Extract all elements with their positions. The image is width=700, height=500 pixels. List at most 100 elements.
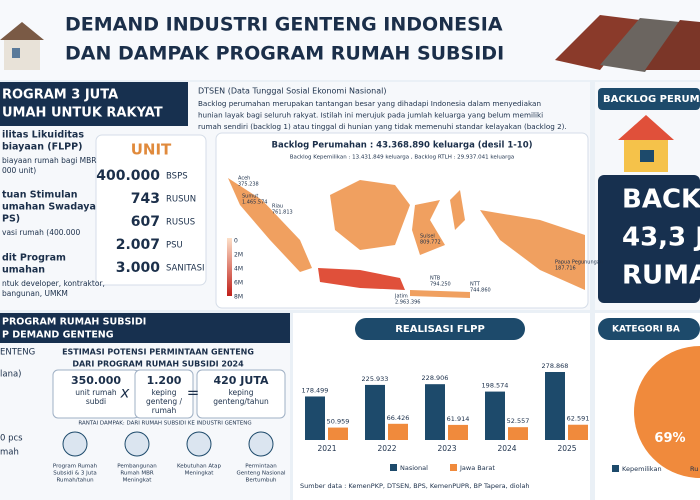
unit-value: 400.000 xyxy=(96,168,160,184)
source: Sumber data : KemenPKP, DTSEN, BPS, Keme… xyxy=(300,482,530,490)
estimate-box xyxy=(134,369,194,419)
region-value: 744.860 xyxy=(470,288,491,294)
backlog-big: 43,3 JU xyxy=(622,223,700,253)
chart-title: KATEGORI BA xyxy=(612,325,680,335)
house-image xyxy=(0,22,44,70)
region-value: 187.716 xyxy=(555,266,576,272)
side-text: lana) xyxy=(0,370,21,380)
chain-caption: Genteng Nasional xyxy=(236,471,285,477)
legend-swatch xyxy=(390,464,397,471)
unit-label: SANITASI xyxy=(166,264,204,274)
item-title: umahan Swadaya xyxy=(2,202,96,213)
dtsen-body: Backlog perumahan merupakan tantangan be… xyxy=(198,99,541,108)
value-label: 50.959 xyxy=(327,418,350,426)
region-name: NTT xyxy=(470,282,481,288)
bar xyxy=(328,427,348,440)
box-value: 420 JUTA xyxy=(214,374,269,387)
scale-label: 4M xyxy=(234,266,243,273)
pie-slice xyxy=(634,346,700,478)
box-caption: genteng/tahun xyxy=(213,397,269,406)
banner-text: UMAH UNTUK RAKYAT xyxy=(2,106,163,121)
region-value: 761.813 xyxy=(272,210,293,216)
value-label: 62.591 xyxy=(567,415,590,423)
x-tick-label: 2022 xyxy=(377,444,396,453)
region-value: 2.963.396 xyxy=(395,300,420,306)
bar xyxy=(545,372,565,440)
unit-label: RUSUS xyxy=(166,218,195,228)
unit-box xyxy=(95,134,207,286)
chain-title: RANTAI DAMPAK: DARI RUMAH SUBSIDI KE IND… xyxy=(78,421,251,427)
side-text: ENTENG xyxy=(0,348,35,358)
unit-value: 2.007 xyxy=(116,237,160,253)
region-value: 809.772 xyxy=(420,240,441,246)
estimate-title: ESTIMASI POTENSI PERMINTAAN GENTENG xyxy=(62,348,254,357)
value-label: 198.574 xyxy=(482,382,509,390)
scale-label: 6M xyxy=(234,280,243,287)
value-label: 61.914 xyxy=(447,415,470,423)
dtsen-body: hunian layak bagi seluruh rakyat. Istila… xyxy=(198,111,543,120)
category-header-bg xyxy=(598,318,700,340)
map-islands xyxy=(228,178,585,298)
chain-caption: Permintaan xyxy=(245,464,277,470)
subsidy-header: P DEMAND GENTENG xyxy=(2,330,114,341)
subsidy-header-bg xyxy=(0,313,290,343)
region-name: Riau xyxy=(272,204,283,210)
chain-caption: Rumah MBR xyxy=(120,471,154,477)
chain-icon xyxy=(62,431,88,457)
chain-icon xyxy=(124,431,150,457)
backlog-big: RUMA xyxy=(622,261,700,291)
flpp-header-bg xyxy=(355,318,525,340)
region-name: NTB xyxy=(430,276,441,282)
backlog-box xyxy=(598,175,700,303)
house-icon xyxy=(618,115,674,172)
box-caption: rumah xyxy=(152,406,177,415)
item-desc: biayaan rumah bagi MBR xyxy=(2,156,97,165)
side-text: 0 pcs xyxy=(0,434,23,444)
chain-caption: Meningkat xyxy=(123,478,153,484)
legend-swatch xyxy=(450,464,457,471)
chain-caption: Subsidi & 3 Juta xyxy=(53,471,97,477)
item-desc: ntuk developer, kontraktor, xyxy=(2,279,105,288)
region-value: 794.250 xyxy=(430,282,451,288)
item-desc: vasi rumah (400.000 xyxy=(2,228,80,237)
item-desc: 000 unit) xyxy=(2,166,36,175)
side-text: mah xyxy=(0,448,19,458)
region-name: Papua Pegunungan xyxy=(555,260,603,266)
item-title: tuan Stimulan xyxy=(2,190,78,201)
bar xyxy=(485,391,505,440)
estimate-title: DARI PROGRAM RUMAH SUBSIDI 2024 xyxy=(72,360,244,369)
x-tick-label: 2024 xyxy=(497,444,516,453)
unit-label: RUSUN xyxy=(166,195,196,205)
region-name: Sumut xyxy=(242,194,258,200)
bar xyxy=(568,424,588,440)
operator: = xyxy=(187,384,200,402)
legend-label: Nasional xyxy=(400,464,428,472)
bar xyxy=(508,427,528,440)
scale-bar xyxy=(227,238,232,296)
legend-label: Ru xyxy=(690,465,698,473)
unit-header: UNIT xyxy=(131,141,172,159)
legend-swatch xyxy=(680,465,687,472)
title: DAN DAMPAK PROGRAM RUMAH SUBSIDI xyxy=(65,43,504,65)
dtsen-title: DTSEN (Data Tunggal Sosial Ekonomi Nasio… xyxy=(198,87,386,96)
value-label: 66.426 xyxy=(387,414,410,422)
value-label: 228.906 xyxy=(422,374,449,382)
unit-label: PSU xyxy=(166,241,183,251)
box-caption: genteng / xyxy=(146,397,183,406)
bar xyxy=(388,423,408,440)
dtsen-body: rumah sendiri (backlog 1) atau tinggal d… xyxy=(198,122,567,131)
subsidy-header: PROGRAM RUMAH SUBSIDI xyxy=(2,317,146,328)
pie-label: 69% xyxy=(654,431,685,446)
backlog-header-bg xyxy=(598,88,700,110)
region-value: 375.238 xyxy=(238,182,259,188)
legend-swatch xyxy=(612,465,619,472)
x-tick-label: 2021 xyxy=(317,444,336,453)
value-label: 52.557 xyxy=(507,417,530,425)
item-title: dit Program xyxy=(2,253,66,264)
bar xyxy=(365,384,385,440)
bar xyxy=(305,396,325,440)
map-subtitle: Backlog Kepemilikan : 13.431.849 keluarg… xyxy=(290,155,514,161)
region-name: Aceh xyxy=(238,176,250,182)
chart-title: REALISASI FLPP xyxy=(395,324,485,335)
